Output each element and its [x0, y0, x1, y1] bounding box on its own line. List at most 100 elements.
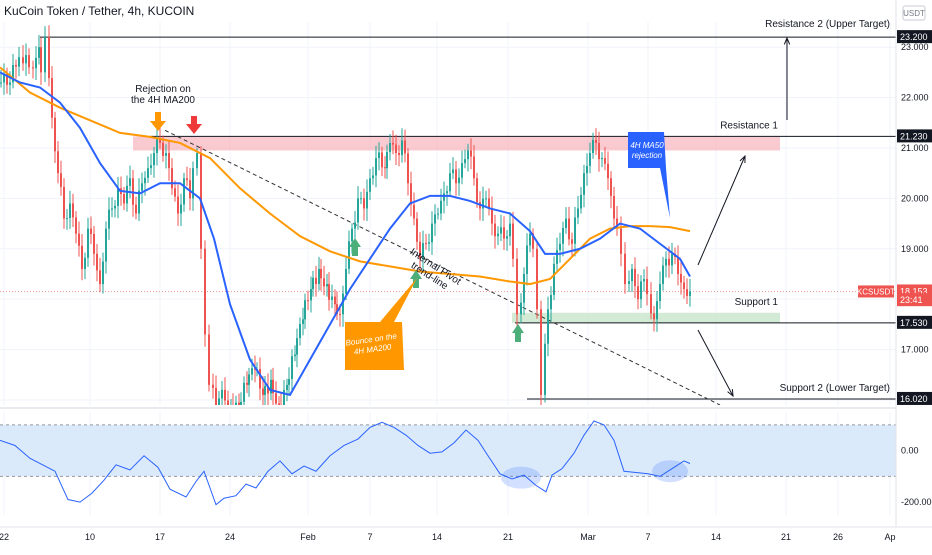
candle-body: [482, 198, 484, 209]
candle-body: [404, 140, 406, 154]
internal-pivot-trendline: [164, 129, 721, 406]
price-tick-label: 17.000: [901, 345, 929, 355]
candle-body: [162, 142, 164, 156]
candle-body: [69, 203, 71, 219]
candle-body: [278, 403, 280, 405]
candle-body: [138, 190, 140, 214]
price-tag: [897, 293, 932, 307]
candle-body: [318, 268, 320, 285]
level-label: Resistance 1: [720, 120, 778, 131]
candle-body: [168, 153, 170, 169]
cci-line: [0, 420, 691, 506]
candle-body: [628, 281, 630, 285]
cci-highlight: [501, 466, 541, 489]
candle-body: [458, 177, 460, 184]
time-tick-label: Mar: [580, 532, 596, 542]
candle-body: [401, 140, 403, 156]
candle-body: [422, 243, 424, 259]
candle-body: [259, 369, 261, 389]
candle-body: [689, 291, 691, 296]
candle-body: [339, 314, 341, 316]
candle-body: [227, 400, 229, 405]
projection-arrow-down: [697, 329, 734, 397]
level-label: Resistance 2 (Upper Target): [765, 19, 890, 30]
candle-body: [428, 242, 430, 244]
candle-body: [568, 218, 570, 240]
candle-body: [392, 142, 394, 145]
candle-body: [631, 268, 633, 282]
red-arrow-down: [186, 116, 202, 134]
candle-body: [48, 37, 50, 79]
bounce-callout: [345, 278, 417, 370]
candle-body: [75, 217, 77, 234]
candle-body: [520, 302, 522, 315]
candle-body: [204, 248, 206, 335]
candle-body: [123, 194, 125, 204]
candle-body: [497, 233, 499, 237]
candle-body: [28, 55, 30, 68]
candle-body: [446, 191, 448, 194]
candle-body: [410, 183, 412, 205]
time-tick-label: 22: [0, 532, 9, 542]
support-zone: [512, 312, 780, 323]
candle-body: [640, 281, 642, 300]
time-tick-label: 24: [225, 532, 235, 542]
orange-arrow-down: [150, 112, 166, 131]
ma50-line: [0, 71, 691, 397]
candle-body: [559, 243, 561, 251]
candle-body: [192, 168, 194, 199]
candle-body: [243, 382, 245, 402]
candle-body: [218, 398, 220, 405]
candle-body: [156, 139, 158, 154]
time-tick-label: 7: [367, 532, 372, 542]
candle-body: [363, 198, 365, 209]
candle-body: [604, 158, 606, 164]
candle-body: [536, 248, 538, 310]
time-tick-label: 21: [503, 532, 513, 542]
candle-body: [40, 47, 42, 73]
candle-body: [117, 188, 119, 206]
candle-body: [9, 82, 11, 85]
candle-body: [677, 256, 679, 274]
candle-body: [662, 265, 664, 285]
candle-body: [461, 163, 463, 178]
candle-body: [320, 268, 322, 279]
time-tick-label: Ap: [884, 532, 895, 542]
price-tag: [897, 30, 932, 44]
candle-body: [159, 139, 161, 143]
candle-body: [455, 169, 457, 184]
time-tick-label: 21: [781, 532, 791, 542]
candle-body: [595, 139, 597, 143]
candle-body: [35, 57, 37, 69]
candle-body: [51, 78, 53, 118]
candle-body: [434, 214, 436, 224]
candle-body: [336, 304, 338, 315]
candle-body: [369, 178, 371, 192]
candle-body: [208, 334, 210, 385]
candle-body: [372, 175, 374, 179]
candle-body: [38, 47, 40, 58]
candle-body: [141, 183, 143, 191]
candle-body: [610, 178, 612, 196]
candle-body: [683, 282, 685, 290]
price-tag: [897, 315, 932, 329]
candle-body: [643, 279, 645, 282]
candle-body: [212, 384, 214, 388]
candle-body: [485, 198, 487, 200]
symbol-tag: [858, 285, 894, 298]
candle-body: [386, 152, 388, 169]
candle-body: [84, 257, 86, 269]
candle-body: [126, 185, 128, 204]
candle-body: [294, 354, 296, 357]
time-tick-label: 14: [711, 532, 721, 542]
candle-body: [93, 233, 95, 254]
candle-body: [659, 284, 661, 302]
candle-body: [650, 294, 652, 314]
candle-body: [171, 168, 173, 189]
candle-body: [60, 173, 62, 187]
candle-body: [288, 379, 290, 385]
currency-label: USDT: [903, 9, 925, 18]
candle-body: [440, 200, 442, 214]
